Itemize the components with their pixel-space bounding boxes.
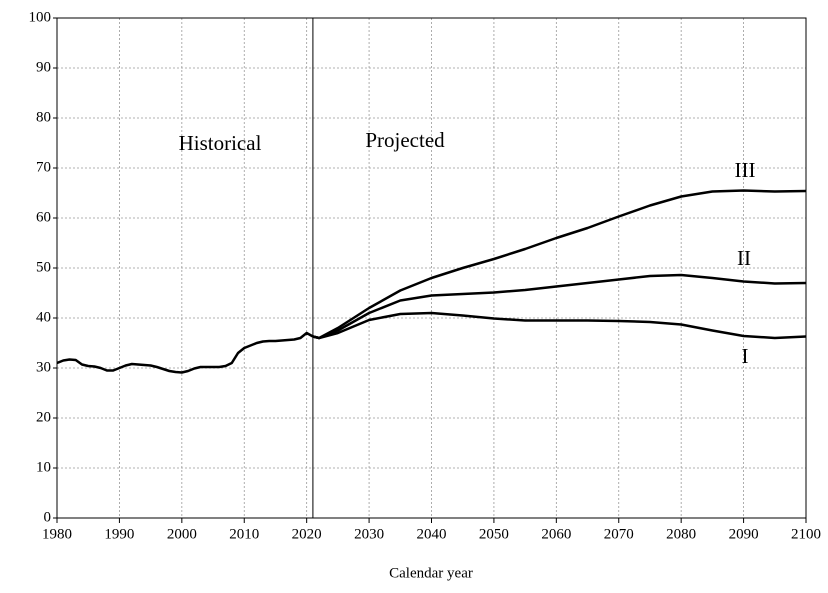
x-tick-label: 2090 (729, 526, 759, 542)
y-tick-label: 30 (36, 359, 51, 375)
y-tick-label: 100 (29, 9, 52, 25)
y-tick-label: 50 (36, 259, 51, 275)
series-line (312, 189, 807, 340)
x-tick-label: 2010 (229, 526, 259, 542)
y-tick-label: 40 (36, 309, 51, 325)
annotation: Projected (365, 128, 445, 152)
series-line (312, 273, 807, 340)
series-line (312, 311, 807, 340)
annotation: Historical (179, 131, 262, 155)
series-label: I (742, 344, 749, 368)
x-tick-label: 2040 (417, 526, 447, 542)
y-tick-label: 70 (36, 159, 51, 175)
x-axis-label: Calendar year (389, 565, 473, 581)
x-tick-label: 1980 (42, 526, 72, 542)
x-tick-label: 2070 (604, 526, 634, 542)
series-label: III (735, 158, 756, 182)
x-tick-label: 2030 (354, 526, 384, 542)
x-tick-label: 2060 (541, 526, 571, 542)
series-label: II (737, 246, 751, 270)
plot-frame (56, 17, 807, 519)
x-tick-label: 1990 (104, 526, 134, 542)
y-tick-label: 60 (36, 209, 51, 225)
series-line (56, 331, 314, 374)
y-tick-label: 10 (36, 459, 51, 475)
x-tick-label: 2080 (666, 526, 696, 542)
x-tick-label: 2020 (292, 526, 322, 542)
x-tick-label: 2050 (479, 526, 509, 542)
y-tick-label: 0 (44, 509, 52, 525)
y-tick-label: 20 (36, 409, 51, 425)
y-tick-label: 90 (36, 59, 51, 75)
y-tick-label: 80 (36, 109, 51, 125)
x-tick-label: 2000 (167, 526, 197, 542)
x-tick-label: 2100 (791, 526, 821, 542)
